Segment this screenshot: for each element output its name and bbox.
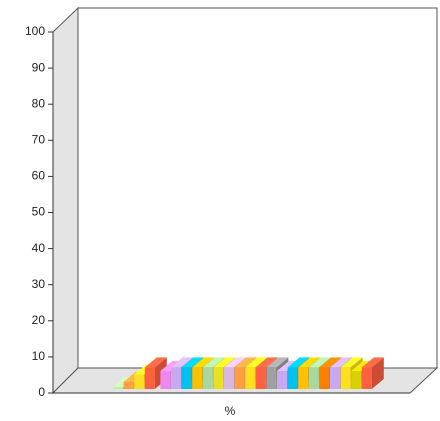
back-wall xyxy=(77,7,438,369)
y-tick-label: 0 xyxy=(38,385,45,399)
bar-front xyxy=(308,367,319,389)
bar-top xyxy=(255,357,278,368)
x-tick-label: % xyxy=(225,404,236,418)
y-tick-label: 10 xyxy=(32,349,46,363)
bar-front xyxy=(277,370,287,389)
y-tick-label: 60 xyxy=(32,169,46,183)
bar xyxy=(361,357,384,389)
bar-front xyxy=(298,367,309,389)
bar-front xyxy=(160,370,171,389)
bar-top xyxy=(171,357,193,368)
bar-top xyxy=(213,357,236,368)
bar-top xyxy=(361,357,384,368)
y-tick-label: 90 xyxy=(32,60,46,74)
y-tick-label: 70 xyxy=(32,132,46,146)
bar-top xyxy=(234,357,257,368)
bar-top xyxy=(319,357,342,368)
bar-front xyxy=(192,367,203,389)
bar-front xyxy=(266,367,277,389)
bar-front xyxy=(287,367,298,389)
bar-top xyxy=(287,357,310,368)
y-tick-label: 50 xyxy=(32,205,46,219)
bar-front xyxy=(134,374,145,389)
bar-top xyxy=(224,357,246,368)
bar-front xyxy=(255,367,266,389)
bar-top xyxy=(340,357,363,368)
bar-top xyxy=(266,357,289,368)
bar-top xyxy=(308,357,331,368)
bar-front xyxy=(351,370,362,389)
y-tick-label: 80 xyxy=(32,96,46,110)
bar-top xyxy=(298,357,321,368)
bar-front xyxy=(319,367,330,389)
bar-front xyxy=(330,367,340,389)
bar-top xyxy=(245,357,268,368)
bar-top xyxy=(181,357,204,368)
bar-front xyxy=(340,367,351,389)
bar-top xyxy=(330,357,352,368)
bar-front xyxy=(213,367,224,389)
bar-front xyxy=(224,367,234,389)
y-tick-label: 20 xyxy=(32,313,46,327)
y-tick-label: 100 xyxy=(25,24,45,38)
y-tick-label: 40 xyxy=(32,241,46,255)
bar-top xyxy=(192,357,215,368)
bar-side xyxy=(371,357,384,389)
bar-top xyxy=(202,357,225,368)
bar-front xyxy=(202,367,213,389)
y-tick-label: 30 xyxy=(32,277,46,291)
bar-front xyxy=(181,367,192,389)
bar-front xyxy=(123,381,134,389)
bar-top xyxy=(144,357,167,368)
side-wall xyxy=(52,6,79,395)
bar-front xyxy=(361,367,372,389)
bar-front xyxy=(171,367,181,389)
bar-front xyxy=(234,367,245,389)
bar-front xyxy=(113,387,123,389)
bar-front xyxy=(144,367,155,389)
bar-front xyxy=(245,367,256,389)
